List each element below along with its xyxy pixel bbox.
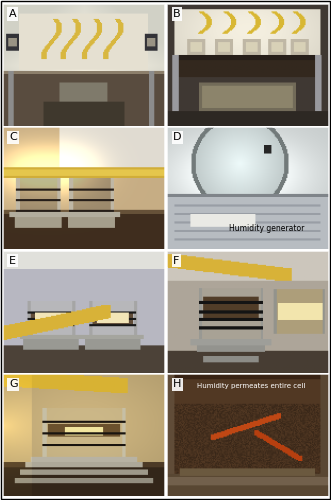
- Text: A: A: [9, 9, 17, 19]
- Text: D: D: [173, 132, 182, 142]
- Text: C: C: [9, 132, 17, 142]
- Text: B: B: [173, 9, 181, 19]
- Text: E: E: [9, 256, 16, 266]
- Text: Humidity permeates entire cell: Humidity permeates entire cell: [197, 383, 305, 389]
- Text: H: H: [173, 379, 181, 389]
- Text: G: G: [9, 379, 18, 389]
- Text: Humidity generator: Humidity generator: [229, 224, 305, 234]
- Text: F: F: [173, 256, 179, 266]
